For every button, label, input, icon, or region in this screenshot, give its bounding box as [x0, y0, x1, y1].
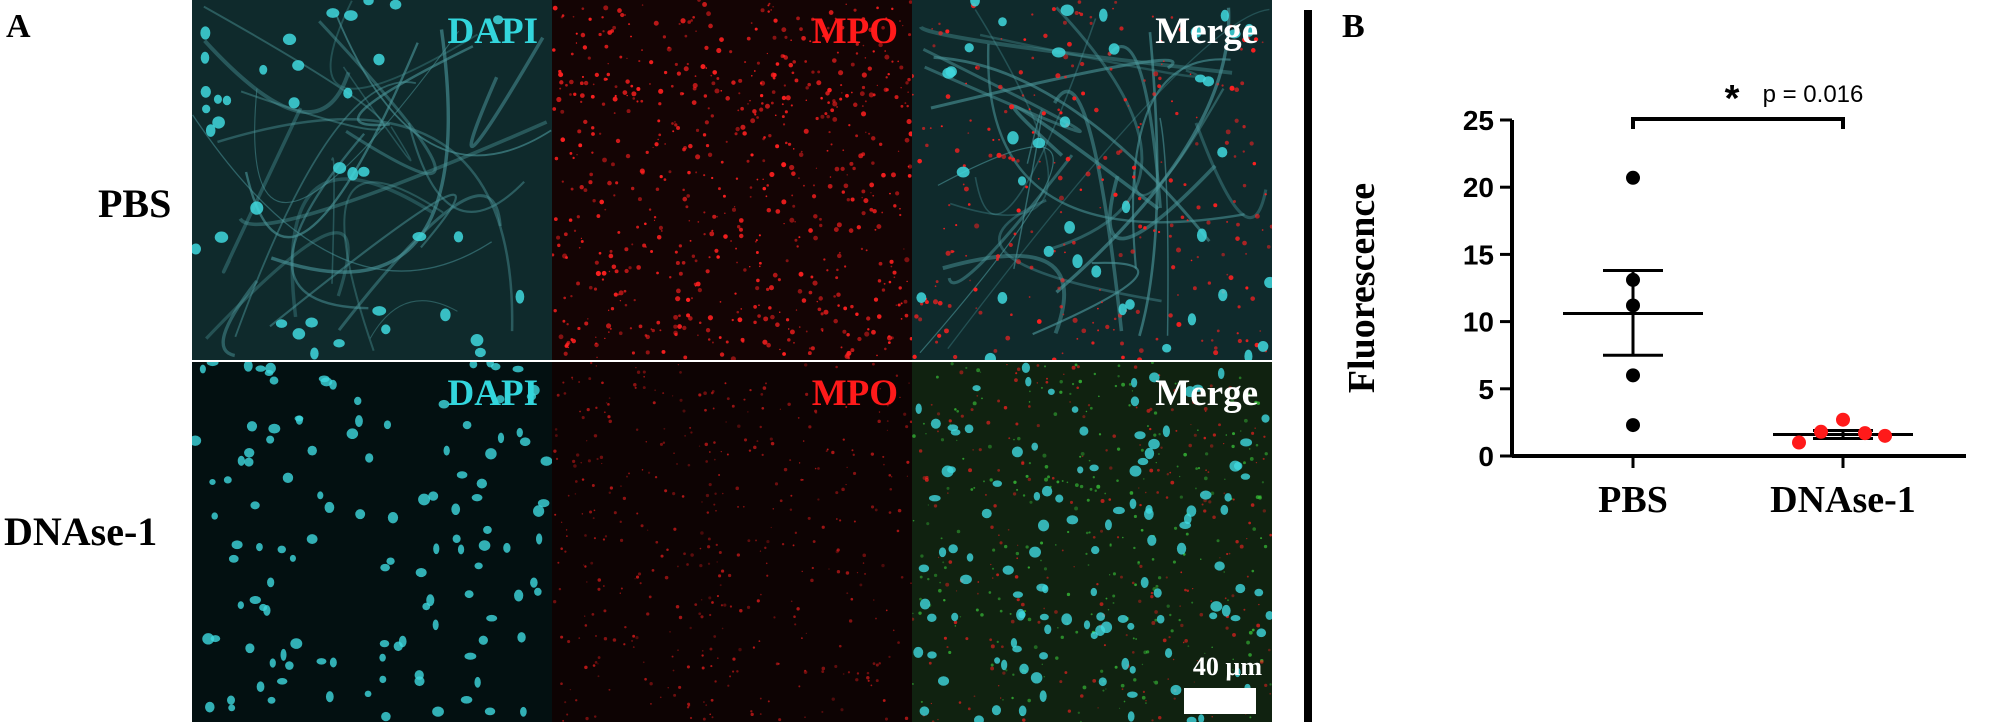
y-tick-label: 0 — [1478, 441, 1494, 472]
fluorescence-scatter-chart: 0 5 10 15 20 25 PBS DNAse-1 Fluorescence * p = 0.0… — [1341, 78, 1966, 521]
row-label-dnase: DNAse-1 — [4, 509, 158, 554]
panel-b-letter: B — [1342, 8, 1365, 45]
significance-marker: * — [1725, 78, 1740, 120]
x-tick-label: DNAse-1 — [1770, 479, 1916, 521]
row-label-pbs: PBS — [98, 181, 172, 226]
data-point — [1626, 298, 1640, 313]
channel-label-merge: Merge — [1155, 11, 1258, 52]
data-point — [1836, 412, 1850, 427]
data-point — [1626, 418, 1640, 433]
panel-a-letter: A — [6, 8, 31, 45]
image-pbs-mpo: MPO — [552, 0, 912, 360]
data-point — [1626, 368, 1640, 383]
data-point — [1814, 424, 1828, 439]
data-point — [1626, 170, 1640, 185]
scale-bar-label: 40 µm — [1192, 652, 1262, 681]
image-dnase-dapi: DAPI — [192, 362, 552, 722]
x-tick-label: PBS — [1598, 479, 1668, 521]
channel-label-dapi: DAPI — [447, 11, 538, 52]
channel-label-dapi-2: DAPI — [447, 373, 538, 414]
channel-label-merge-2: Merge — [1155, 373, 1258, 414]
image-dnase-mpo: MPO — [552, 362, 912, 722]
image-pbs-merge: Merge — [912, 0, 1272, 360]
image-dnase-merge: Merge 40 µm — [912, 362, 1272, 722]
channel-label-mpo: MPO — [811, 11, 898, 52]
p-value-label: p = 0.016 — [1763, 81, 1864, 108]
micrograph-merged — [912, 0, 1272, 360]
y-axis-label: Fluorescence — [1341, 183, 1383, 393]
micrograph-fibres-nuclei — [192, 0, 552, 360]
channel-label-mpo-2: MPO — [811, 373, 898, 414]
y-tick-label: 25 — [1463, 105, 1494, 136]
data-point — [1792, 435, 1806, 450]
y-tick-label: 5 — [1478, 374, 1494, 405]
significance-bracket — [1631, 117, 1845, 129]
data-point — [1626, 272, 1640, 287]
micrograph-red-speckle — [552, 0, 912, 360]
micrograph-merged-2 — [912, 362, 1272, 722]
micrograph-nuclei — [192, 362, 552, 722]
panel-divider — [1304, 10, 1312, 722]
data-point — [1858, 426, 1872, 441]
micrograph-red-faint — [552, 362, 912, 722]
y-tick-label: 20 — [1463, 172, 1494, 203]
y-tick-label: 15 — [1463, 239, 1494, 270]
data-point — [1878, 428, 1892, 443]
scale-bar — [1184, 688, 1256, 714]
image-pbs-dapi: DAPI — [192, 0, 552, 360]
y-tick-label: 10 — [1463, 307, 1494, 338]
